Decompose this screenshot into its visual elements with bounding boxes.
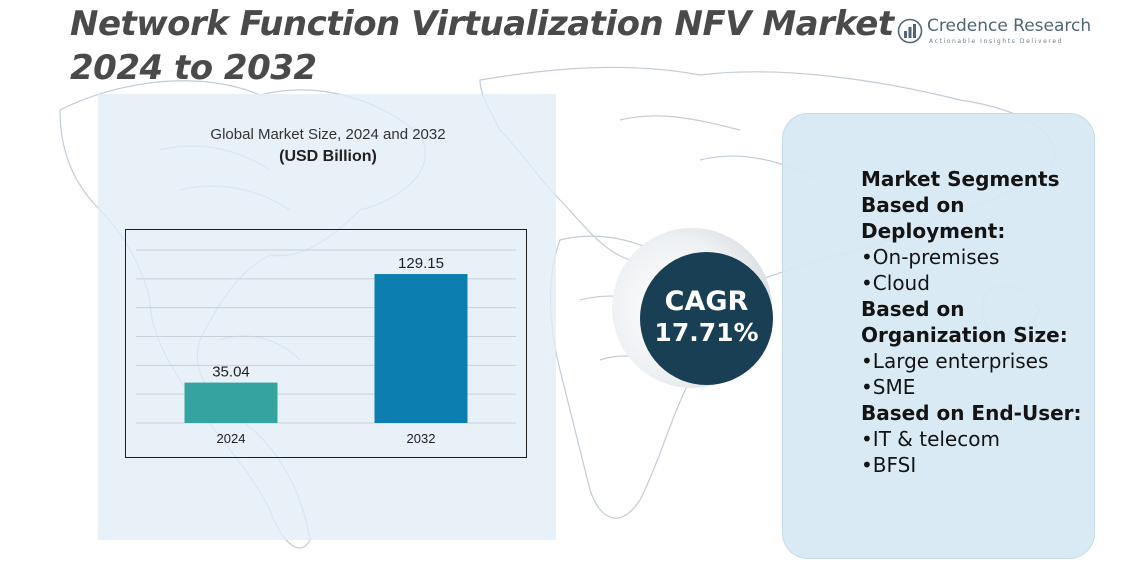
segment-item: •IT & telecom xyxy=(861,427,1000,451)
segment-item: •On-premises xyxy=(861,245,1000,269)
logo-tagline: Actionable Insights Delivered xyxy=(929,38,1064,45)
segment-item: •Large enterprises xyxy=(861,349,1049,373)
segment-item: •Cloud xyxy=(861,271,930,295)
chart-title: Global Market Size, 2024 and 2032 xyxy=(210,126,446,143)
segment-heading-end-user: Based on End-User: xyxy=(861,401,1082,425)
data-label-2032: 129.15 xyxy=(398,255,444,272)
segment-item: •BFSI xyxy=(861,453,917,477)
segment-item: •SME xyxy=(861,375,916,399)
cagr-badge: CAGR 17.71% xyxy=(640,252,773,385)
cagr-label: CAGR xyxy=(664,286,749,317)
segment-heading-organization-size: Based on Organization Size: xyxy=(861,297,1068,347)
x-tick-label-2032: 2032 xyxy=(407,431,436,446)
bar-chart: 35.04 2024 129.15 2032 xyxy=(136,249,516,446)
x-tick-label-2024: 2024 xyxy=(217,431,246,446)
segment-heading-deployment: Market Segments Based on Deployment: xyxy=(861,167,1060,243)
bar-chart-logo-icon xyxy=(897,18,923,44)
bar-2024 xyxy=(184,382,278,423)
page-title: Network Function Virtualization NFV Mark… xyxy=(70,4,894,88)
chart-frame: 35.04 2024 129.15 2032 xyxy=(125,229,527,458)
segments-panel xyxy=(782,113,1095,559)
chart-subtitle: (USD Billion) xyxy=(279,148,377,165)
logo-name: Credence Research xyxy=(927,16,1092,36)
data-label-2024: 35.04 xyxy=(212,364,250,381)
logo: Credence Research Actionable Insights De… xyxy=(897,16,1091,48)
chart-panel xyxy=(98,94,556,540)
cagr-value: 17.71% xyxy=(654,318,759,347)
segments-list: Market Segments Based on Deployment: •On… xyxy=(861,166,1091,478)
bar-2032 xyxy=(374,274,468,423)
